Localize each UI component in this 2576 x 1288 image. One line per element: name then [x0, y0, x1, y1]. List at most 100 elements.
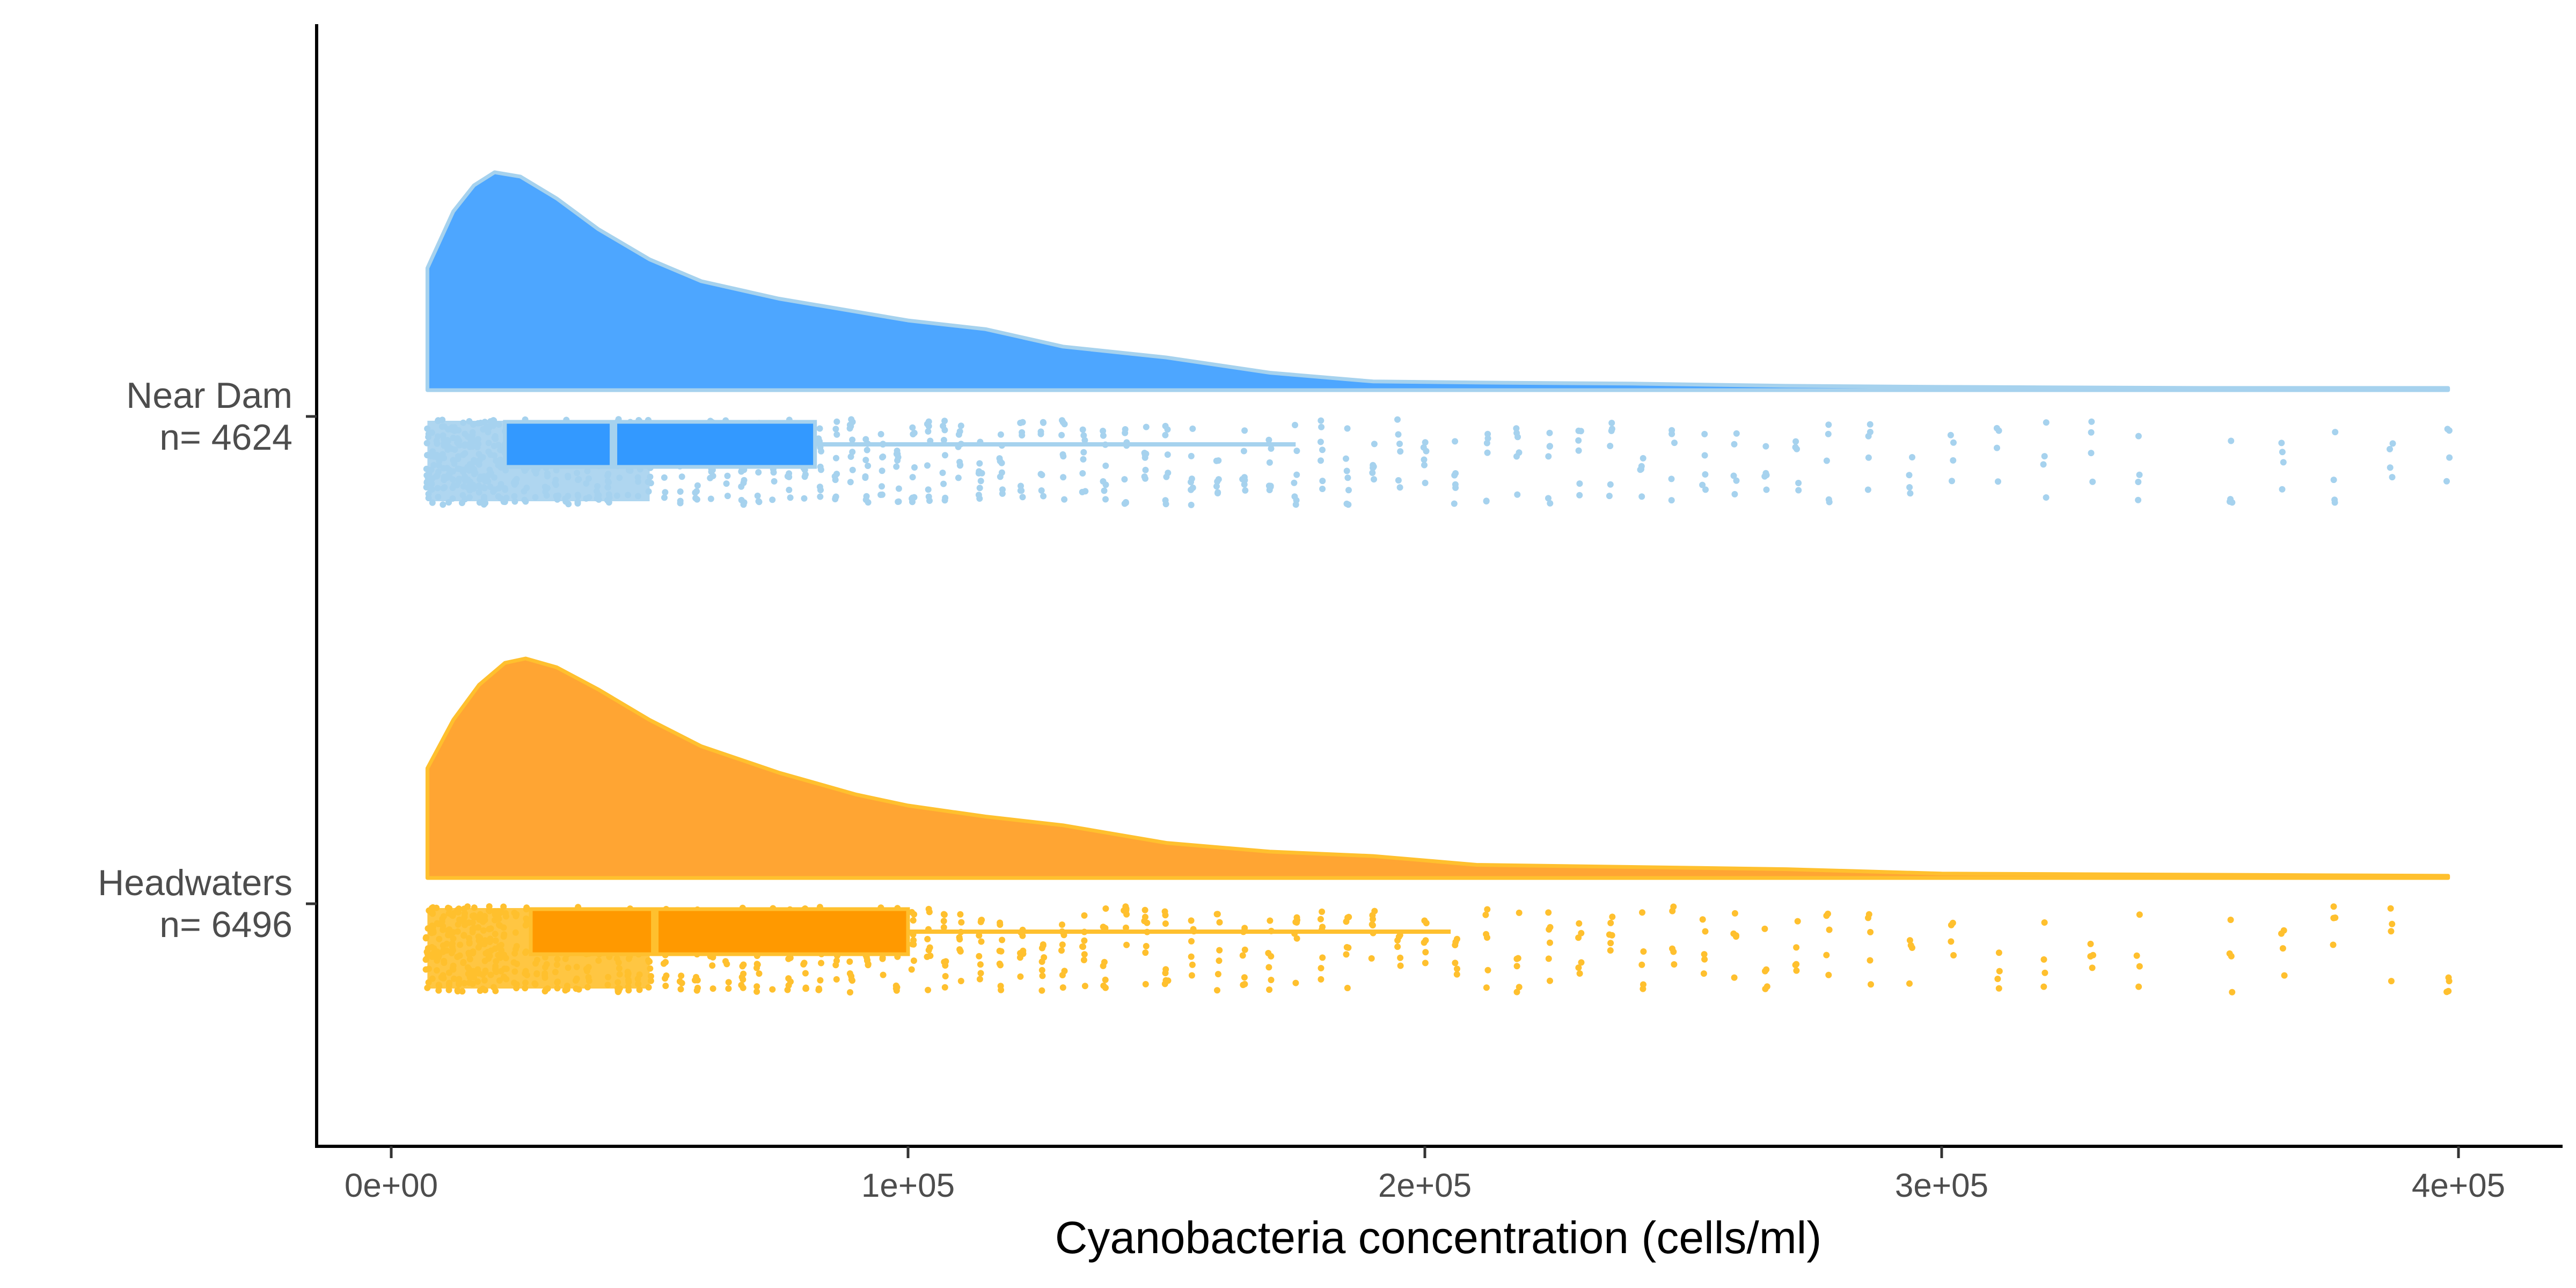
data-point	[454, 987, 461, 994]
data-point	[939, 470, 946, 476]
data-point	[1188, 917, 1195, 924]
data-point	[1482, 911, 1489, 918]
data-point	[1733, 430, 1740, 437]
data-point	[849, 466, 856, 473]
data-point	[1948, 938, 1955, 945]
data-point	[1267, 917, 1274, 924]
density-cloud	[425, 656, 2450, 880]
data-point	[910, 937, 917, 943]
data-point	[1018, 482, 1024, 489]
data-point	[1041, 954, 1048, 961]
data-point	[2226, 950, 2233, 957]
data-point	[1995, 985, 2002, 992]
data-point	[832, 493, 839, 500]
data-point	[880, 453, 887, 460]
data-point	[1607, 443, 1614, 449]
data-point	[927, 953, 934, 959]
data-point	[997, 473, 1004, 480]
data-point	[1292, 979, 1299, 986]
data-point	[1701, 951, 1708, 958]
data-point	[2446, 454, 2453, 461]
data-point	[1513, 425, 1520, 432]
data-point	[1763, 983, 1770, 990]
data-point	[1762, 443, 1769, 450]
data-point	[817, 977, 824, 984]
data-point	[1040, 419, 1047, 426]
data-point	[2089, 964, 2096, 971]
data-point	[1318, 976, 1324, 983]
data-point	[817, 493, 824, 500]
data-point	[1514, 491, 1521, 498]
data-point	[1318, 457, 1324, 464]
data-point	[2135, 983, 2142, 990]
data-point	[909, 424, 916, 431]
data-point	[1699, 481, 1706, 488]
data-point	[693, 488, 700, 495]
data-point	[1039, 972, 1046, 979]
data-point	[1122, 429, 1129, 436]
data-point	[846, 421, 853, 428]
data-point	[1545, 453, 1552, 460]
data-point	[2088, 429, 2095, 436]
data-point	[1763, 486, 1770, 493]
data-point	[1906, 484, 1913, 491]
data-point	[1100, 428, 1107, 434]
data-point	[1189, 961, 1196, 968]
data-point	[1142, 466, 1149, 473]
data-point	[2135, 479, 2142, 485]
data-point	[997, 919, 1004, 926]
data-point	[940, 480, 947, 487]
data-point	[1318, 965, 1324, 971]
data-point	[2331, 496, 2338, 503]
data-point	[1188, 972, 1195, 979]
data-point	[1638, 493, 1645, 500]
data-point	[1100, 432, 1107, 439]
data-point	[996, 455, 1003, 462]
data-point	[771, 478, 778, 485]
y-tick-label-count: n= 4624	[159, 417, 292, 458]
data-point	[1701, 452, 1708, 459]
data-point	[1761, 925, 1768, 932]
data-point	[877, 431, 884, 437]
data-point	[1514, 434, 1521, 441]
data-point	[879, 467, 885, 474]
data-point	[2278, 440, 2285, 447]
data-point	[1240, 448, 1247, 455]
data-point	[1100, 982, 1107, 989]
data-point	[925, 905, 932, 912]
data-point	[957, 911, 964, 918]
data-point	[754, 492, 761, 499]
data-point	[1516, 909, 1523, 916]
data-point	[1142, 949, 1149, 956]
data-point	[1060, 474, 1067, 481]
data-point	[976, 932, 983, 939]
data-point	[1949, 478, 1955, 485]
data-point	[1793, 967, 1800, 974]
data-point	[998, 948, 1005, 955]
data-point	[1060, 453, 1067, 460]
data-point	[1268, 953, 1275, 960]
data-point	[1826, 926, 1833, 933]
data-point	[1868, 981, 1874, 988]
data-point	[1213, 911, 1220, 918]
data-point	[662, 958, 669, 965]
data-point	[833, 976, 840, 983]
data-point	[738, 974, 745, 980]
data-point	[1080, 456, 1087, 463]
data-point	[1909, 454, 1915, 460]
data-point	[816, 425, 823, 432]
data-point	[942, 452, 948, 459]
data-point	[2279, 945, 2286, 952]
data-point	[1948, 921, 1955, 928]
data-point	[865, 499, 872, 506]
data-point	[1576, 970, 1583, 977]
data-point	[2040, 956, 2047, 963]
data-point	[1239, 952, 1246, 959]
data-point	[1423, 448, 1430, 455]
data-point	[2089, 478, 2096, 485]
data-point	[1452, 470, 1459, 477]
data-point	[738, 483, 745, 490]
data-point	[787, 978, 794, 985]
